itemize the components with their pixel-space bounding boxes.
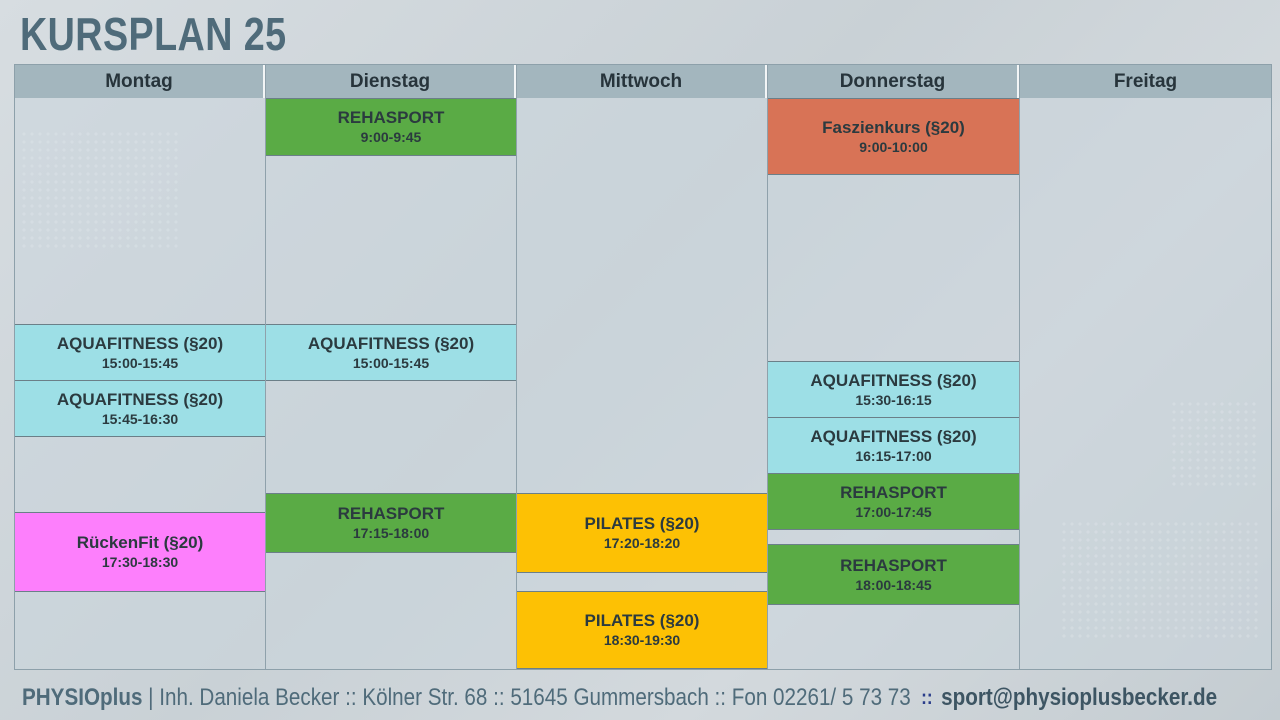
- course-name: RückenFit (§20): [76, 533, 204, 552]
- course-block[interactable]: REHASPORT 17:15-18:00: [266, 493, 516, 553]
- course-name: AQUAFITNESS (§20): [56, 333, 224, 353]
- footer-email-link[interactable]: sport@physioplusbecker.de: [941, 684, 1218, 711]
- day-header-dienstag: Dienstag: [266, 65, 516, 98]
- course-name: REHASPORT: [840, 482, 947, 502]
- course-name: PILATES (§20): [584, 514, 700, 533]
- course-block[interactable]: AQUAFITNESS (§20) 15:30-16:15: [768, 361, 1019, 418]
- course-name: AQUAFITNESS (§20): [810, 426, 977, 446]
- course-name: AQUAFITNESS (§20): [56, 389, 224, 409]
- day-header-mittwoch: Mittwoch: [517, 65, 767, 98]
- day-column-montag: Montag AQUAFITNESS (§20) 15:00-15:45 AQU…: [15, 65, 266, 669]
- course-block[interactable]: REHASPORT 9:00-9:45: [266, 98, 516, 156]
- course-name: REHASPORT: [840, 555, 947, 575]
- course-time: 9:00-9:45: [360, 129, 422, 145]
- course-time: 9:00-10:00: [859, 138, 928, 155]
- course-time: 18:30-19:30: [603, 632, 681, 648]
- course-time: 15:00-15:45: [101, 354, 179, 371]
- course-time: 17:20-18:20: [603, 535, 681, 551]
- footer-brand: PHYSIOplus: [22, 684, 143, 711]
- footer: PHYSIOplus | Inh. Daniela Becker :: Köln…: [22, 680, 1217, 716]
- course-name: REHASPORT: [337, 504, 445, 523]
- course-block[interactable]: PILATES (§20) 18:30-19:30: [517, 591, 767, 669]
- course-time: 17:00-17:45: [855, 503, 932, 520]
- page-title: KURSPLAN 25: [20, 8, 287, 60]
- day-column-donnerstag: Donnerstag Faszienkurs (§20) 9:00-10:00 …: [768, 65, 1020, 669]
- course-block[interactable]: Faszienkurs (§20) 9:00-10:00: [768, 98, 1019, 175]
- course-block[interactable]: PILATES (§20) 17:20-18:20: [517, 493, 767, 573]
- course-block[interactable]: AQUAFITNESS (§20) 15:00-15:45: [15, 324, 265, 381]
- day-header-montag: Montag: [15, 65, 265, 98]
- course-name: REHASPORT: [337, 108, 445, 127]
- day-column-mittwoch: Mittwoch PILATES (§20) 17:20-18:20 PILAT…: [517, 65, 768, 669]
- course-time: 15:30-16:15: [855, 391, 932, 408]
- course-time: 16:15-17:00: [855, 447, 932, 464]
- course-time: 17:30-18:30: [101, 554, 179, 570]
- course-block[interactable]: REHASPORT 18:00-18:45: [768, 544, 1019, 605]
- course-block[interactable]: RückenFit (§20) 17:30-18:30: [15, 512, 265, 592]
- day-column-freitag: Freitag: [1020, 65, 1271, 669]
- course-time: 17:15-18:00: [352, 525, 430, 541]
- footer-address: | Inh. Daniela Becker :: Kölner Str. 68 …: [142, 684, 911, 711]
- day-column-dienstag: Dienstag REHASPORT 9:00-9:45 AQUAFITNESS…: [266, 65, 517, 669]
- course-block[interactable]: REHASPORT 17:00-17:45: [768, 473, 1019, 530]
- schedule-grid: Montag AQUAFITNESS (§20) 15:00-15:45 AQU…: [14, 64, 1272, 670]
- day-header-freitag: Freitag: [1020, 65, 1271, 98]
- course-block[interactable]: AQUAFITNESS (§20) 15:45-16:30: [15, 380, 265, 437]
- course-name: Faszienkurs (§20): [822, 117, 965, 137]
- course-block[interactable]: AQUAFITNESS (§20) 15:00-15:45: [266, 324, 516, 381]
- course-time: 15:45-16:30: [101, 410, 179, 427]
- course-time: 18:00-18:45: [855, 576, 932, 593]
- course-name: AQUAFITNESS (§20): [810, 370, 977, 390]
- course-name: AQUAFITNESS (§20): [307, 333, 475, 353]
- course-block[interactable]: AQUAFITNESS (§20) 16:15-17:00: [768, 417, 1019, 474]
- course-name: PILATES (§20): [584, 611, 700, 630]
- day-header-donnerstag: Donnerstag: [768, 65, 1019, 98]
- course-time: 15:00-15:45: [352, 354, 430, 371]
- footer-separator: ::: [921, 686, 933, 709]
